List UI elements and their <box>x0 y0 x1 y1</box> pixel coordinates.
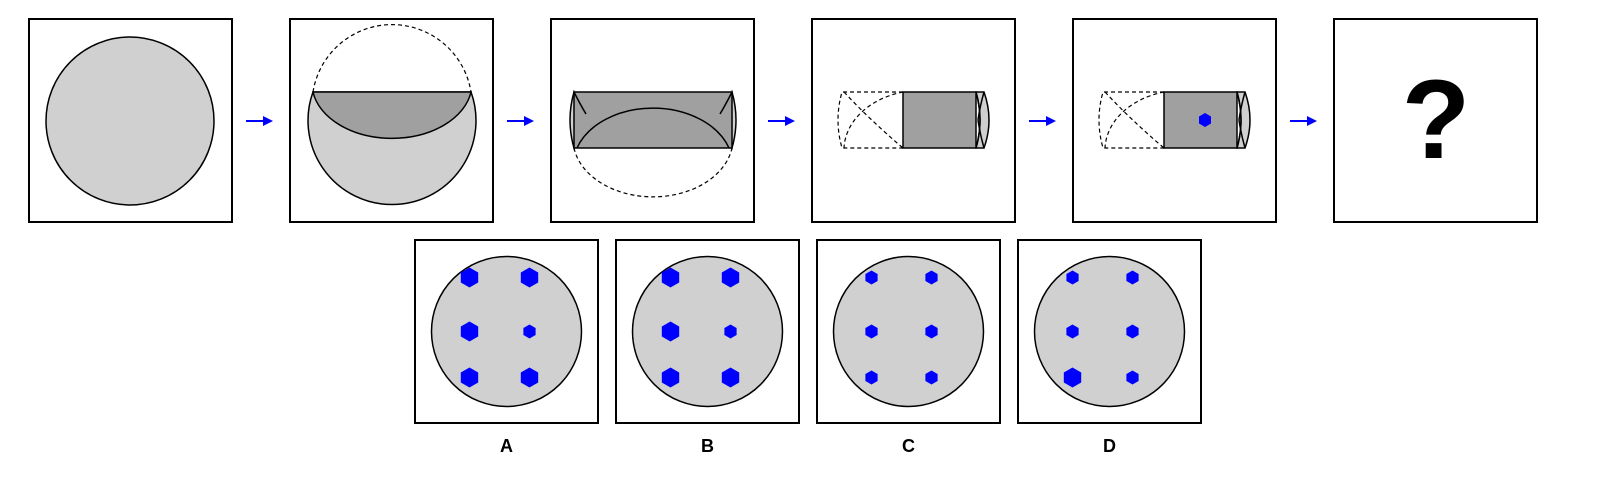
option-d[interactable]: D <box>1017 239 1202 456</box>
hole-small <box>1126 370 1139 385</box>
step-4-tip-curve-bottom <box>977 119 985 149</box>
hole-large <box>1063 367 1082 388</box>
step-5-ghost-arc-upper <box>1104 91 1165 149</box>
step-2-panel <box>289 18 494 223</box>
step-3-original-outline <box>573 147 733 198</box>
step-2-folded-flap <box>312 91 472 140</box>
option-b[interactable]: B <box>615 239 800 456</box>
hole-small <box>925 324 938 339</box>
hole-large <box>661 321 680 342</box>
option-paper-circle <box>832 255 985 408</box>
hole-small <box>865 370 878 385</box>
step-4-tip-curve-top <box>977 91 985 121</box>
option-a[interactable]: A <box>414 239 599 456</box>
arrow-icon <box>1290 116 1317 126</box>
step-4-folded-block <box>902 91 977 149</box>
hole-large <box>460 321 479 342</box>
step-4-ghost-arc-upper <box>843 91 904 149</box>
hole-small <box>865 324 878 339</box>
hole-small <box>925 270 938 285</box>
hole-small <box>1126 324 1139 339</box>
hole-small <box>1066 270 1079 285</box>
step-4-ghost-arc-lower <box>843 91 904 149</box>
arrow-icon <box>246 116 273 126</box>
step-5-panel <box>1072 18 1277 223</box>
step-4-inner-curve <box>975 91 981 149</box>
arrow-icon <box>1029 116 1056 126</box>
hole-large <box>721 367 740 388</box>
hole-small <box>925 370 938 385</box>
hole-large <box>460 367 479 388</box>
hole-large <box>721 267 740 288</box>
option-label: B <box>701 436 714 456</box>
arrow-icon <box>768 116 795 126</box>
hole-small <box>1126 270 1139 285</box>
step-3-panel <box>550 18 755 223</box>
hole-large <box>661 367 680 388</box>
option-paper-circle <box>1033 255 1186 408</box>
hole-small <box>724 324 737 339</box>
option-label: D <box>1103 436 1116 456</box>
step-5-inner-curve <box>1236 91 1242 149</box>
step-5-tip-curve-top <box>1238 91 1246 121</box>
answer-options: A B C D <box>414 239 1202 456</box>
hole-large <box>661 267 680 288</box>
arrow-icon <box>507 116 534 126</box>
option-paper-circle <box>631 255 784 408</box>
hole-small <box>523 324 536 339</box>
step-1-paper-circle <box>45 36 215 206</box>
step-arrows <box>246 116 1317 126</box>
step-5-punched-hole <box>1199 113 1211 127</box>
option-paper-circle <box>430 255 583 408</box>
step-4-panel <box>811 18 1016 223</box>
question-panel: ? <box>1333 18 1538 223</box>
hole-large <box>460 267 479 288</box>
step-3-top-left-curve <box>573 91 587 115</box>
question-mark: ? <box>1402 57 1470 182</box>
step-3-band <box>573 91 733 149</box>
step-3-fold-arc <box>576 107 730 149</box>
option-c[interactable]: C <box>816 239 1001 456</box>
step-1-panel <box>28 18 233 223</box>
hole-small <box>865 270 878 285</box>
hole-large <box>520 367 539 388</box>
hole-large <box>520 267 539 288</box>
step-5-ghost-arc-lower <box>1104 91 1165 149</box>
hole-small <box>1066 324 1079 339</box>
step-5-tip-curve-bottom <box>1238 119 1246 149</box>
step-2-original-outline <box>312 24 472 93</box>
option-label: C <box>902 436 915 456</box>
step-3-top-right-curve <box>719 91 733 115</box>
option-label: A <box>500 436 513 456</box>
question-frame <box>1333 18 1538 223</box>
